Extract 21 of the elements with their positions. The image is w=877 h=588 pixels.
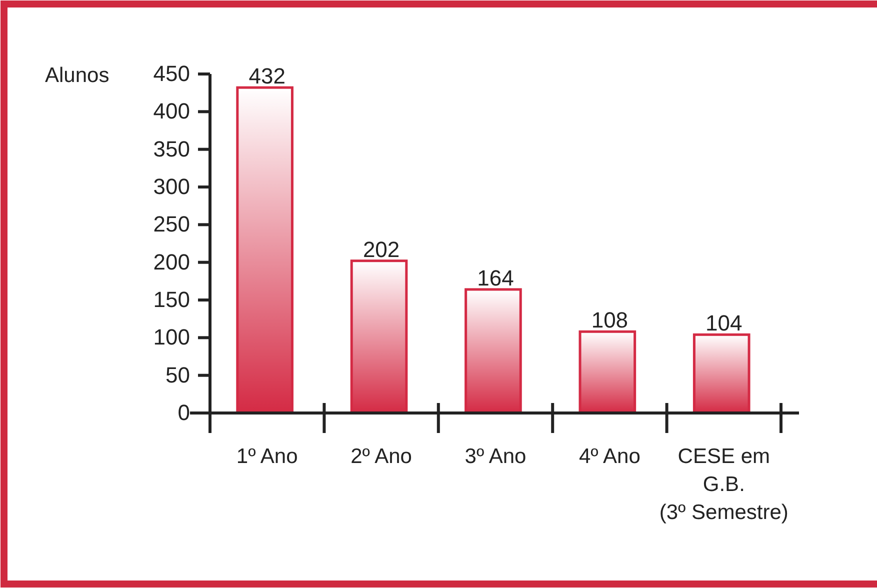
data-label: 104 (706, 310, 742, 336)
x-tick-label: CESE em G.B. (3º Semestre) (659, 445, 788, 524)
y-tick-label: 150 (153, 287, 190, 312)
y-tick-label: 250 (153, 212, 190, 237)
x-tick-label: 1º Ano (236, 445, 298, 468)
y-tick-label: 450 (153, 61, 190, 86)
data-label: 202 (362, 236, 400, 262)
x-tick-label: 2º Ano (350, 445, 412, 468)
y-tick-label: 200 (153, 249, 190, 274)
y-tick-label: 400 (153, 98, 190, 124)
y-tick-label: 0 (178, 400, 190, 426)
y-tick-label: 300 (153, 174, 190, 200)
y-tick-label: 50 (166, 362, 190, 388)
data-label: 432 (248, 64, 286, 89)
y-tick-label: 100 (153, 324, 190, 350)
data-label: 108 (591, 308, 628, 333)
y-tick-label: 350 (153, 136, 190, 162)
x-tick-label: 4º Ano (579, 445, 640, 468)
x-tick-label: 3º Ano (464, 445, 526, 468)
y-axis-title: Alunos (45, 64, 110, 87)
data-label: 164 (477, 265, 514, 290)
